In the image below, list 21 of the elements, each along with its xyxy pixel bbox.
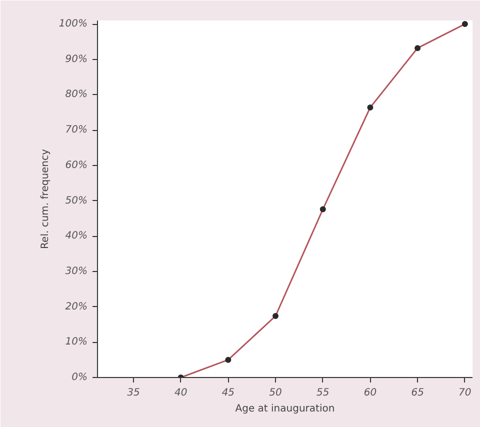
x-tick-label: 65 xyxy=(411,388,424,398)
x-tick-label: 35 xyxy=(127,388,140,398)
y-tick-label: 0% xyxy=(72,372,88,383)
x-tick-label: 40 xyxy=(174,388,188,398)
y-tick-label: 80% xyxy=(65,89,88,100)
y-tick-label: 60% xyxy=(65,160,88,171)
y-tick-label: 90% xyxy=(65,54,88,65)
y-tick-label: 100% xyxy=(58,18,88,30)
y-axis-title: Rel. cum. frequency xyxy=(40,148,51,249)
y-tick-label: 40% xyxy=(65,230,88,242)
x-tick-label: 50 xyxy=(269,388,282,398)
x-tick-label: 55 xyxy=(316,388,330,398)
y-tick-label: 20% xyxy=(65,301,88,312)
x-tick-label: 70 xyxy=(458,388,472,398)
y-tick-label: 10% xyxy=(65,336,88,348)
x-tick-label: 45 xyxy=(222,388,235,398)
y-tick-label: 50% xyxy=(65,195,88,206)
x-axis-title: Age at inauguration xyxy=(235,404,335,414)
y-tick-label: 30% xyxy=(65,266,88,277)
x-tick-label: 60 xyxy=(364,388,377,398)
y-tick-label: 70% xyxy=(65,124,88,136)
